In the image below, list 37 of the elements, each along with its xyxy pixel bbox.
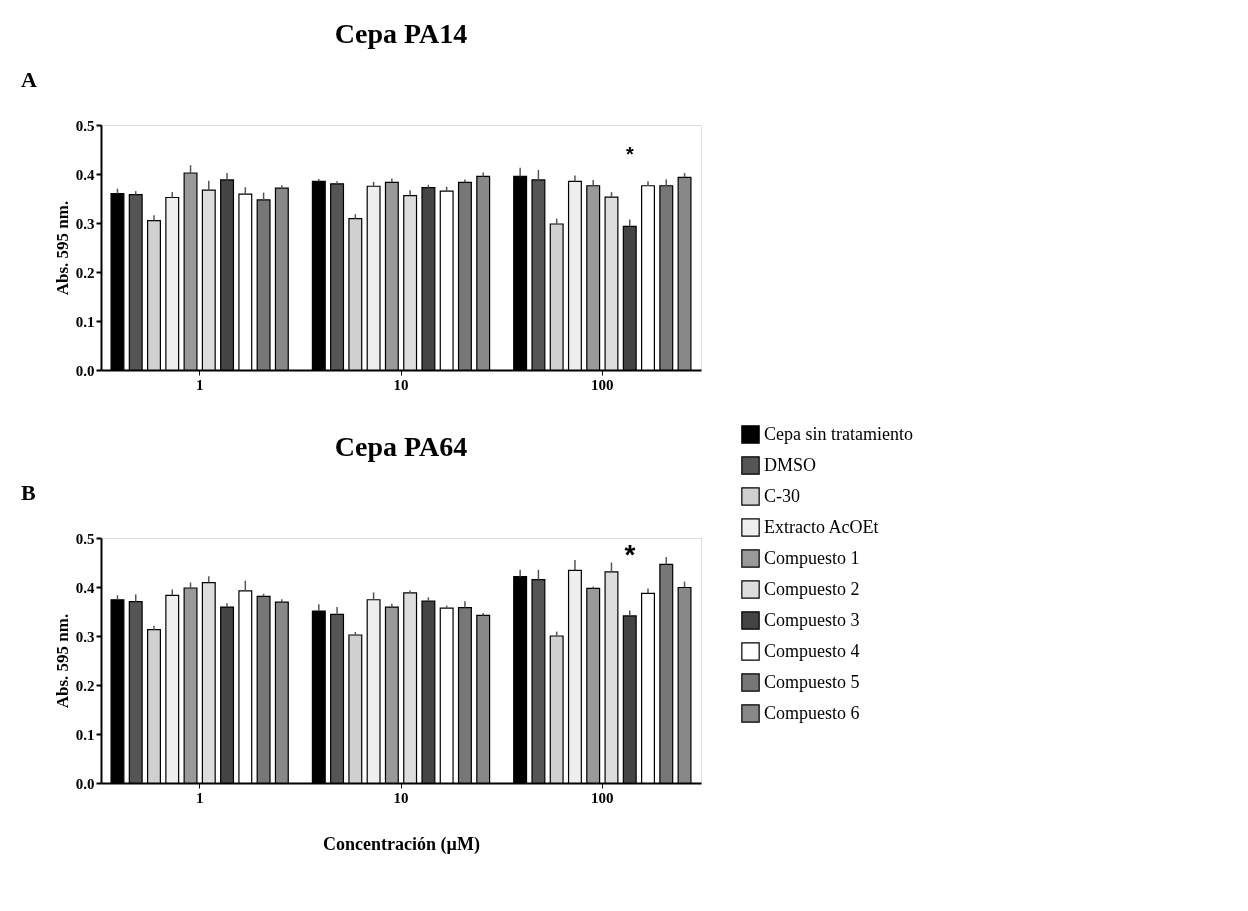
chart-title: Cepa PA64 [334,431,468,462]
y-tick-label: 0.4 [75,579,95,596]
legend-label: Compuesto 6 [764,702,860,723]
y-tick-label: 0.3 [75,215,95,232]
legend-label: Compuesto 5 [764,671,860,692]
x-tick-label: 10 [393,376,409,393]
y-tick-label: 0.3 [75,628,95,645]
y-tick-label: 0.4 [75,166,95,183]
y-tick-label: 0.0 [75,775,95,792]
y-tick-label: 0.1 [75,313,95,330]
y-tick-label: 0.2 [75,677,95,694]
y-axis-title: Abs. 595 nm. [52,613,72,709]
y-tick-label: 0.0 [75,362,95,379]
text: A [21,67,37,92]
legend-label: C-30 [764,485,800,506]
legend-label: Cepa sin tratamiento [764,423,913,444]
legend-label: Compuesto 1 [764,547,860,568]
legend-label: Extracto AcOEt [764,516,879,537]
x-tick-label: 1 [195,789,204,806]
chart-title: Cepa PA14 [334,18,468,49]
text: B [21,480,36,505]
x-tick-label: 100 [591,789,614,806]
x-axis-title: Concentración (µM) [323,833,480,855]
legend-label: Compuesto 4 [764,640,860,661]
legend-label: Compuesto 3 [764,609,860,630]
annotation: * [626,143,635,165]
y-tick-label: 0.5 [75,117,95,134]
y-tick-label: 0.2 [75,264,95,281]
y-axis-title: Abs. 595 nm. [52,200,72,296]
x-tick-label: 1 [195,376,204,393]
x-tick-label: 10 [393,789,409,806]
legend-label: DMSO [764,454,817,475]
annotation: * [624,539,636,570]
y-tick-label: 0.1 [75,726,95,743]
legend-label: Compuesto 2 [764,578,860,599]
x-tick-label: 100 [591,376,614,393]
y-tick-label: 0.5 [75,530,95,547]
